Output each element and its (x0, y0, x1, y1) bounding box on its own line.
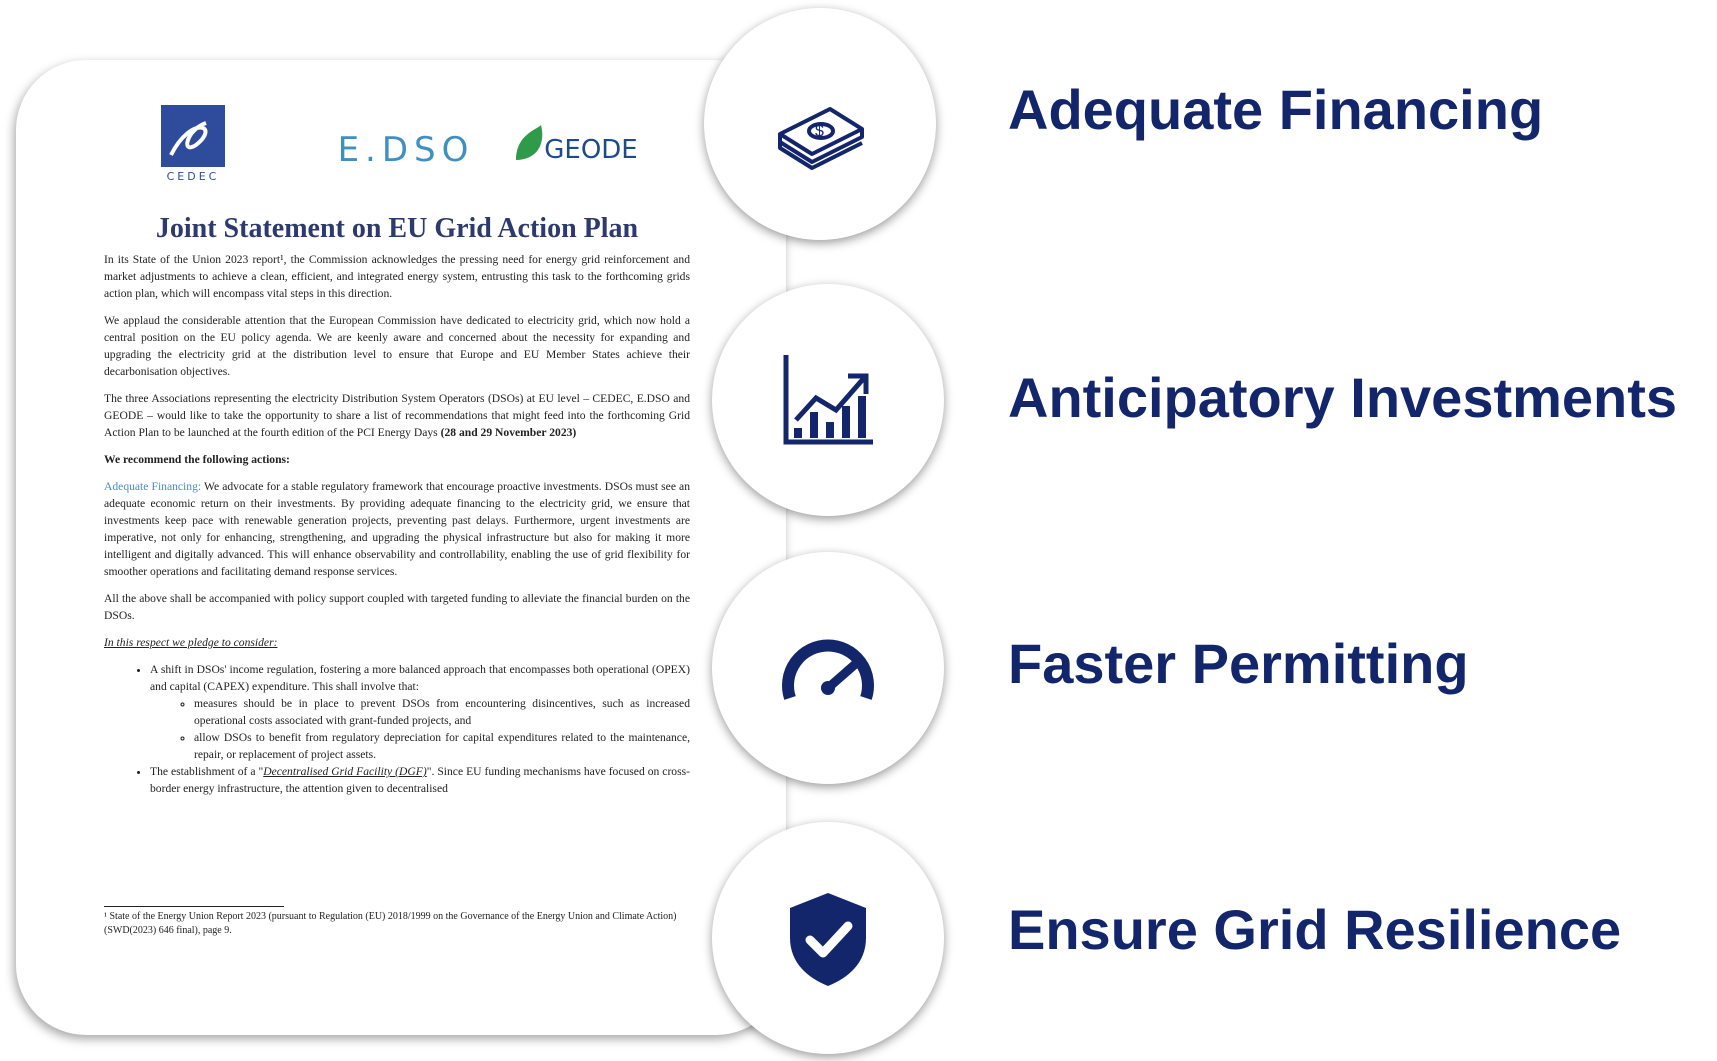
pillar-label: Ensure Grid Resilience (1008, 900, 1621, 960)
logo-text: GEODE (536, 135, 646, 165)
sub-bullet: measures should be in place to prevent D… (194, 695, 690, 729)
pillar-label: Faster Permitting (1008, 634, 1469, 694)
text: We recommend the following actions: (104, 453, 290, 466)
logo-text: E.DSO (331, 130, 481, 170)
logos: CEDEC E.DSO GEODE (116, 105, 676, 195)
paragraph: Adequate Financing: We advocate for a st… (104, 478, 690, 580)
heading: In this respect we pledge to consider: (104, 634, 690, 651)
text: The establishment of a " (150, 765, 263, 778)
icon-circle: $ (704, 8, 936, 240)
gauge-icon (778, 618, 878, 718)
text: The three Associations representing the … (104, 392, 690, 439)
pillar-label: Adequate Financing (1008, 80, 1543, 140)
paragraph: We applaud the considerable attention th… (104, 312, 690, 380)
label: Adequate Financing: (104, 480, 201, 493)
icon-circle (712, 284, 944, 516)
link-text: Decentralised Grid Facility (DGF) (263, 765, 426, 778)
paragraph: All the above shall be accompanied with … (104, 590, 690, 624)
heading: We recommend the following actions: (104, 451, 690, 468)
text: A shift in DSOs' income regulation, fost… (150, 663, 690, 693)
icon-circle (712, 552, 944, 784)
logo-text: CEDEC (161, 170, 225, 183)
bullet: The establishment of a "Decentralised Gr… (150, 763, 690, 797)
footnote: ¹ State of the Energy Union Report 2023 … (104, 910, 690, 938)
cedec-logo-mark (161, 105, 225, 167)
money-icon: $ (770, 74, 870, 174)
document-body: Joint Statement on EU Grid Action Plan I… (104, 220, 690, 797)
paragraph: The three Associations representing the … (104, 390, 690, 441)
growth-chart-icon (778, 350, 878, 450)
page: CEDEC E.DSO GEODE Joint Statement on EU … (0, 0, 1717, 1061)
paragraph: In its State of the Union 2023 report¹, … (104, 251, 690, 302)
document-title: Joint Statement on EU Grid Action Plan (104, 220, 690, 237)
icon-circle (712, 822, 944, 1054)
shield-icon (778, 888, 878, 988)
document-card: CEDEC E.DSO GEODE Joint Statement on EU … (16, 60, 786, 1035)
svg-text:$: $ (815, 123, 824, 140)
dates: (28 and 29 November 2023) (441, 426, 577, 439)
footnote-rule (104, 906, 284, 907)
bullet: A shift in DSOs' income regulation, fost… (150, 661, 690, 763)
bullet-list: A shift in DSOs' income regulation, fost… (104, 661, 690, 797)
text: We advocate for a stable regulatory fram… (104, 480, 690, 578)
sub-bullet: allow DSOs to benefit from regulatory de… (194, 729, 690, 763)
pillar-label: Anticipatory Investments (1008, 368, 1677, 428)
sub-list: measures should be in place to prevent D… (150, 695, 690, 763)
text: In this respect we pledge to consider: (104, 636, 277, 649)
